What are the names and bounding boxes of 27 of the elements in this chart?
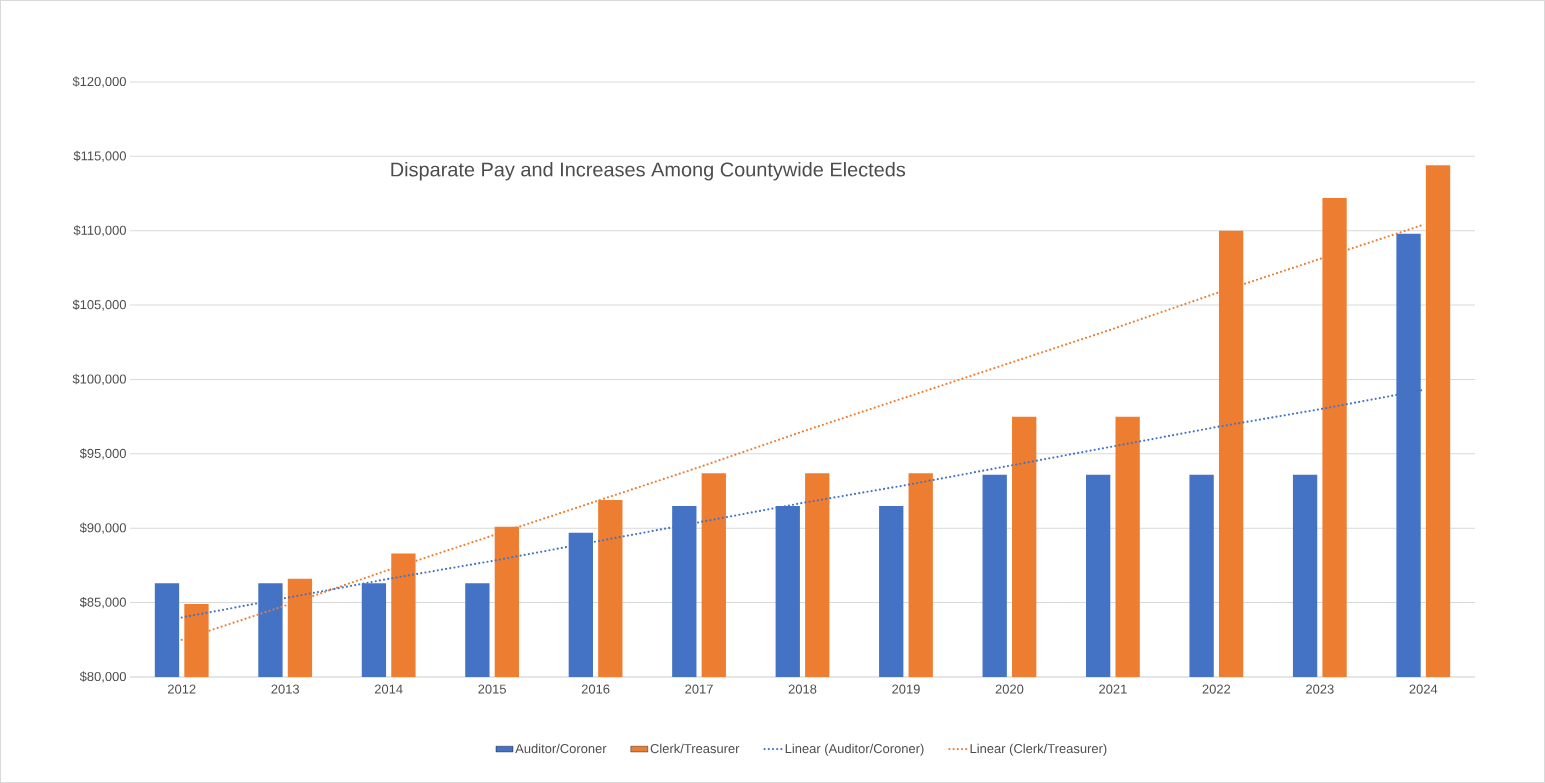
text: Disparate Pay and Increases Among Countywide Electeds — [391, 161, 906, 181]
y-tick-label: $115,000 — [73, 150, 126, 162]
y-tick-label: $120,000 — [72, 76, 126, 88]
x-tick-label: 2019 — [892, 684, 920, 694]
x-tick-label: 2015 — [478, 684, 506, 694]
x-tick-label: 2012 — [167, 684, 196, 694]
y-tick-label: $105,000 — [72, 299, 126, 311]
legend-label: Linear (Clerk/Treasurer) — [970, 743, 1107, 756]
legend-label: Clerk/Treasurer — [650, 743, 740, 754]
x-tick-label: 2022 — [1202, 684, 1231, 694]
y-tick-label: $110,000 — [73, 225, 126, 237]
legend-label: Linear (Auditor/Coroner) — [785, 743, 924, 756]
y-tick-label: $90,000 — [79, 522, 126, 534]
y-tick-label: $85,000 — [79, 596, 126, 609]
x-tick-label: 2014 — [374, 684, 403, 694]
legend-label: Auditor/Coroner — [515, 743, 607, 754]
x-tick-label: 2023 — [1306, 684, 1334, 694]
x-tick-label: 2016 — [581, 684, 610, 694]
x-tick-label: 2024 — [1409, 684, 1438, 694]
y-tick-label: $100,000 — [72, 373, 126, 386]
x-tick-label: 2017 — [685, 684, 713, 694]
y-tick-label: $80,000 — [79, 671, 126, 683]
x-tick-label: 2018 — [788, 684, 817, 694]
x-tick-label: 2013 — [271, 684, 300, 694]
x-tick-label: 2020 — [995, 684, 1024, 694]
x-tick-label: 2021 — [1099, 684, 1127, 694]
y-tick-label: $95,000 — [79, 448, 126, 460]
